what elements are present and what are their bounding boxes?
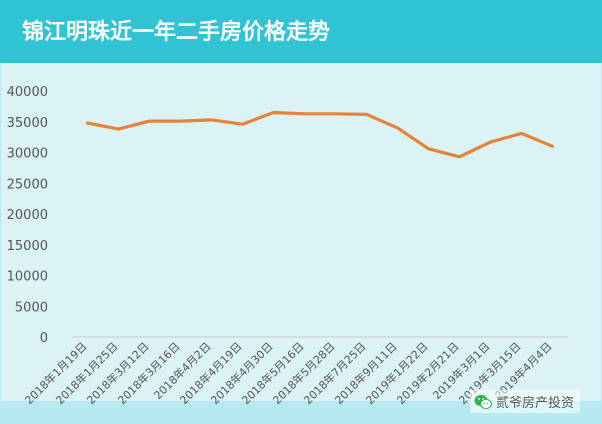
data-point bbox=[489, 140, 492, 144]
data-point bbox=[365, 113, 368, 116]
data-point bbox=[303, 112, 306, 115]
y-tick-label: 10000 bbox=[7, 270, 48, 285]
y-tick-label: 5000 bbox=[15, 300, 48, 315]
data-point bbox=[148, 119, 151, 123]
data-point bbox=[272, 111, 275, 114]
data-point bbox=[396, 126, 399, 130]
y-tick-label: 30000 bbox=[7, 147, 48, 162]
data-point bbox=[210, 118, 213, 122]
y-tick-label: 0 bbox=[40, 331, 48, 346]
data-point bbox=[520, 132, 523, 135]
y-axis: 0 5000 10000 15000 20000 25000 30000 35000 40000 bbox=[7, 85, 48, 346]
data-point bbox=[551, 145, 554, 148]
y-tick-label: 15000 bbox=[7, 239, 48, 254]
y-tick-label: 40000 bbox=[7, 85, 48, 100]
y-tick-label: 25000 bbox=[7, 177, 48, 192]
data-point bbox=[86, 121, 89, 125]
bottom-band bbox=[0, 401, 602, 424]
chart-header: 锦江明珠近一年二手房价格走势 bbox=[0, 0, 602, 63]
data-point bbox=[458, 155, 461, 159]
data-point bbox=[427, 147, 430, 151]
watermark: 贰爷房产投资 bbox=[470, 390, 581, 413]
chart-title: 锦江明珠近一年二手房价格走势 bbox=[22, 20, 331, 45]
wechat-logo-icon bbox=[474, 394, 492, 409]
data-point bbox=[241, 123, 244, 126]
watermark-text: 贰爷房产投资 bbox=[496, 396, 575, 411]
data-point bbox=[179, 119, 182, 123]
data-point bbox=[117, 127, 120, 131]
data-point bbox=[334, 112, 337, 115]
y-tick-label: 20000 bbox=[7, 208, 48, 223]
y-tick-label: 35000 bbox=[7, 116, 48, 131]
data-points bbox=[86, 111, 554, 159]
series-line bbox=[85, 110, 555, 159]
